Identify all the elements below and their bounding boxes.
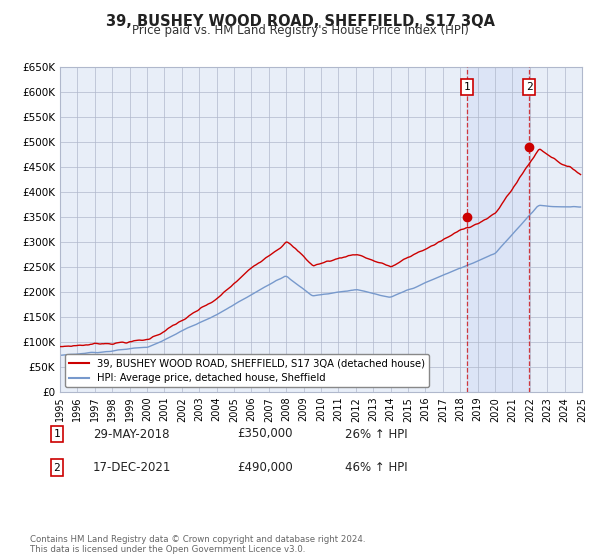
Text: Contains HM Land Registry data © Crown copyright and database right 2024.
This d: Contains HM Land Registry data © Crown c…	[30, 535, 365, 554]
Text: Price paid vs. HM Land Registry's House Price Index (HPI): Price paid vs. HM Land Registry's House …	[131, 24, 469, 37]
Text: 29-MAY-2018: 29-MAY-2018	[93, 427, 170, 441]
Legend: 39, BUSHEY WOOD ROAD, SHEFFIELD, S17 3QA (detached house), HPI: Average price, d: 39, BUSHEY WOOD ROAD, SHEFFIELD, S17 3QA…	[65, 354, 429, 387]
Text: 1: 1	[53, 429, 61, 439]
Text: £490,000: £490,000	[237, 461, 293, 474]
Bar	[467, 67, 529, 392]
Text: 17-DEC-2021: 17-DEC-2021	[93, 461, 172, 474]
Text: 46% ↑ HPI: 46% ↑ HPI	[345, 461, 407, 474]
Text: 2: 2	[53, 463, 61, 473]
Text: £350,000: £350,000	[237, 427, 293, 441]
Text: 1: 1	[464, 82, 471, 92]
Text: 39, BUSHEY WOOD ROAD, SHEFFIELD, S17 3QA: 39, BUSHEY WOOD ROAD, SHEFFIELD, S17 3QA	[106, 14, 494, 29]
Text: 2: 2	[526, 82, 532, 92]
Text: 26% ↑ HPI: 26% ↑ HPI	[345, 427, 407, 441]
